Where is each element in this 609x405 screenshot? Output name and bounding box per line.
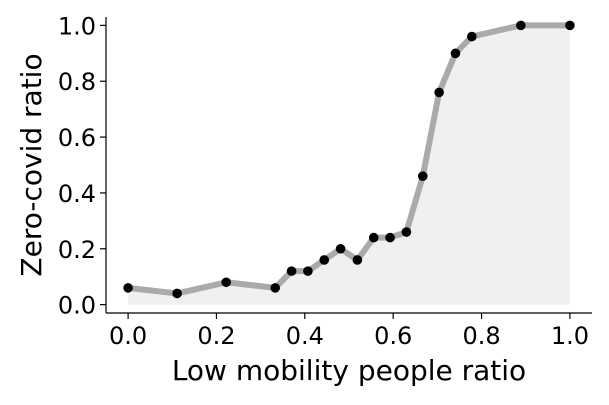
x-ticks: 0.0 0.2 0.4 0.6 0.8 1.0 (109, 313, 589, 350)
y-tick-label-3: 0.6 (58, 124, 96, 152)
x-tick-label-0: 0.0 (109, 322, 147, 350)
x-tick-label-3: 0.6 (374, 322, 412, 350)
data-point-10 (385, 232, 395, 243)
data-point-1 (172, 288, 182, 299)
data-point-2 (221, 277, 231, 288)
y-ticks: 0.0 0.2 0.4 0.6 0.8 1.0 (58, 12, 106, 320)
data-point-17 (565, 20, 575, 31)
data-point-3 (270, 283, 281, 293)
data-point-9 (368, 232, 379, 243)
data-point-8 (352, 255, 363, 265)
x-tick-label-4: 0.8 (462, 322, 500, 350)
data-point-5 (303, 266, 313, 276)
data-point-6 (319, 255, 330, 265)
data-point-15 (467, 31, 477, 42)
data-point-4 (286, 266, 297, 276)
data-point-13 (434, 87, 444, 98)
area-fill (128, 25, 570, 305)
y-tick-label-2: 0.4 (58, 180, 96, 208)
y-tick-label-5: 1.0 (58, 12, 96, 40)
axes (105, 17, 592, 314)
data-point-14 (450, 48, 461, 59)
y-tick-label-1: 0.2 (58, 236, 96, 264)
x-tick-label-2: 0.4 (286, 322, 324, 350)
y-axis-label: Zero-covid ratio (15, 53, 48, 276)
data-point-0 (123, 283, 133, 293)
x-tick-label-5: 1.0 (551, 322, 589, 350)
x-axis-label: Low mobility people ratio (172, 354, 526, 387)
data-point-12 (417, 171, 428, 181)
data-point-16 (516, 20, 526, 31)
data-point-7 (335, 243, 346, 254)
plot-area (123, 20, 575, 305)
data-point-11 (401, 227, 412, 237)
x-tick-label-1: 0.2 (197, 322, 235, 350)
y-tick-label-4: 0.8 (58, 68, 96, 96)
y-tick-label-0: 0.0 (58, 292, 96, 320)
